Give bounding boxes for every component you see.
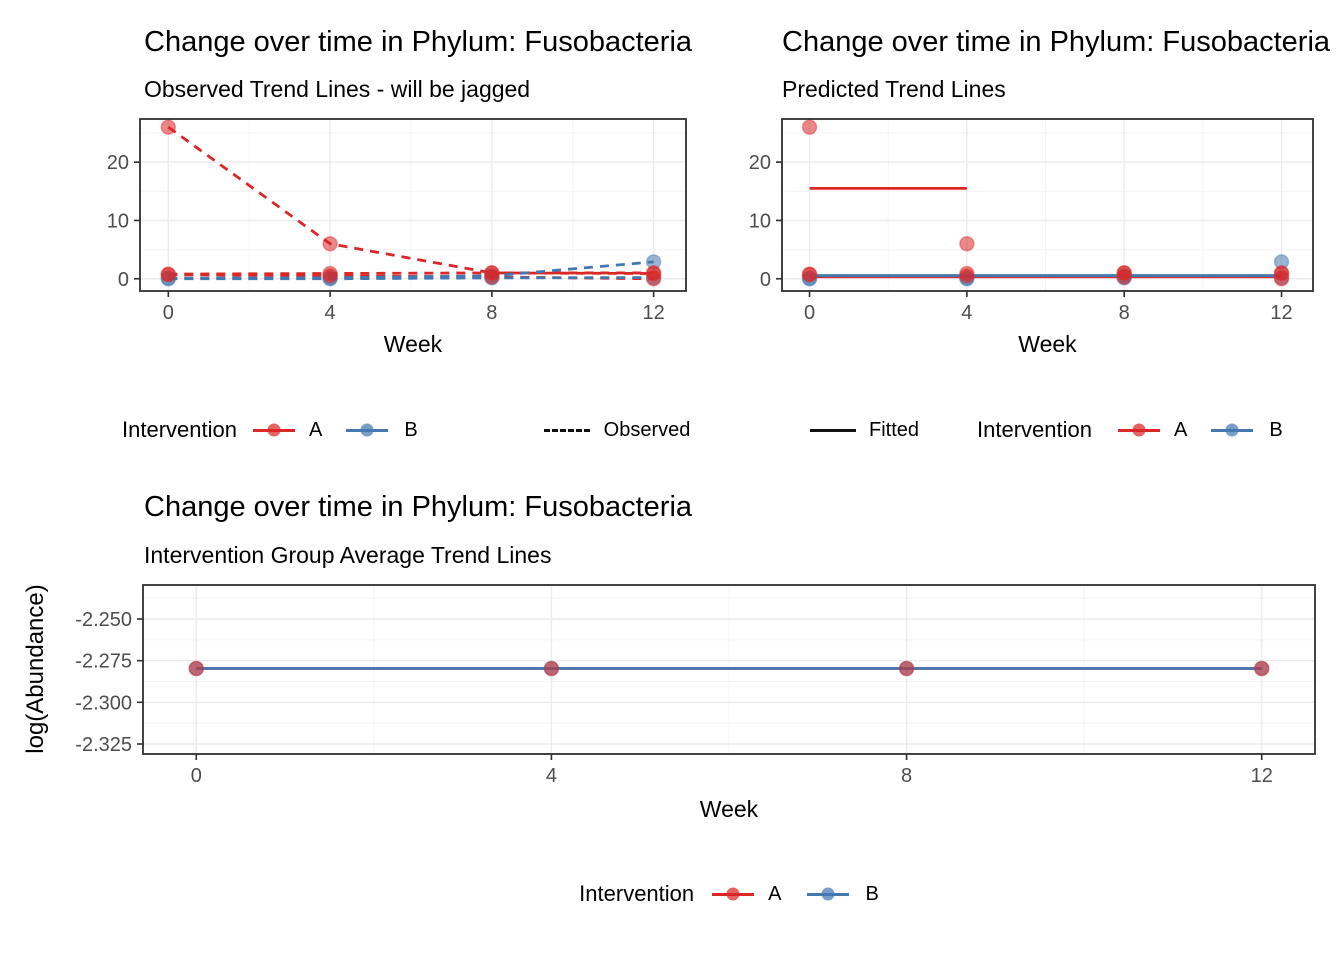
legend-title: Intervention [977, 417, 1092, 442]
legend-label-a: A [768, 882, 782, 905]
predicted-chart-legend: Fitted Intervention A B [700, 408, 1344, 452]
x-tick-label: 8 [1119, 302, 1130, 324]
legend-key-intervention-a [712, 885, 755, 903]
legend-key-intervention-a [252, 421, 295, 439]
data-point-intervention-A-average [543, 660, 560, 677]
predicted-chart-plot: 0 4 8 12 0 10 20 [749, 118, 1314, 324]
legend-label-a: A [308, 418, 323, 441]
legend-key-intervention-b [1211, 421, 1254, 439]
average-chart-plot: 0 4 8 12 -2.250 -2.275 -2.300 -2.325 [75, 584, 1316, 787]
legend-key-observed-linetype [543, 428, 590, 432]
predicted-chart-subtitle: Predicted Trend Lines [782, 76, 1006, 102]
y-tick-label: 0 [760, 269, 771, 291]
predicted-chart-x-axis-title: Week [1018, 331, 1077, 357]
data-point-observed-A-subject-1 [1116, 265, 1132, 281]
y-tick-label: 10 [749, 210, 771, 232]
x-tick-label: 12 [1251, 765, 1273, 787]
legend-key-fitted-linetype [810, 428, 856, 432]
panel-border [139, 118, 687, 292]
legend-key-intervention-a [1118, 421, 1160, 439]
panel-border [781, 118, 1314, 292]
y-tick-label: -2.275 [75, 651, 132, 673]
legend-label-fitted: Fitted [869, 418, 920, 441]
legend-dot-red [726, 887, 740, 901]
legend-key-intervention-b [346, 421, 389, 439]
legend-dot-red [267, 423, 281, 437]
x-tick-label: 0 [163, 302, 174, 324]
x-tick-label: 4 [546, 765, 557, 787]
x-tick-label: 4 [325, 302, 336, 324]
trend-line-intervention-B-subject-2 [168, 276, 654, 281]
data-point-observed-A-subject-1 [801, 119, 818, 135]
average-chart-x-axis-title: Week [699, 796, 759, 822]
data-point-intervention-A-average [188, 660, 205, 677]
data-point-intervention-A-subject-1 [322, 236, 338, 252]
legend-dot-red [1132, 423, 1146, 437]
data-point-intervention-A-subject-1 [645, 265, 662, 282]
data-point-intervention-A-subject-1 [160, 119, 177, 135]
y-tick-label: -2.300 [75, 692, 132, 714]
x-tick-label: 8 [901, 765, 912, 787]
x-tick-label: 12 [1270, 302, 1292, 324]
observed-chart-title: Change over time in Phylum: Fusobacteria [144, 26, 693, 58]
legend-label-a: A [1174, 418, 1188, 441]
x-tick-label: 0 [804, 302, 815, 324]
predicted-chart-title: Change over time in Phylum: Fusobacteria [782, 26, 1331, 58]
data-point-intervention-A-average [898, 660, 915, 677]
legend-title: Intervention [122, 417, 237, 442]
y-tick-label: 0 [118, 269, 129, 291]
data-point-observed-A-subject-1 [1273, 265, 1290, 282]
y-tick-label: -2.325 [75, 734, 132, 756]
average-chart-legend: Intervention A B [143, 872, 1315, 916]
observed-chart-subtitle: Observed Trend Lines - will be jagged [144, 76, 531, 102]
observed-chart-plot: 0 4 8 12 0 10 20 [107, 118, 687, 324]
panel-background [140, 119, 686, 291]
x-tick-label: 0 [191, 765, 202, 787]
x-tick-label: 4 [961, 302, 972, 324]
legend-key-intervention-b [807, 885, 850, 903]
legend-label-b: B [1269, 418, 1283, 441]
legend-dot-blue [1225, 423, 1239, 437]
panel-border [142, 584, 1316, 755]
data-point-observed-A-subject-2 [959, 265, 975, 282]
average-chart-subtitle: Intervention Group Average Trend Lines [144, 542, 552, 568]
legend-label-b: B [865, 882, 879, 905]
x-tick-label: 12 [643, 302, 665, 324]
observed-chart-x-axis-title: Week [383, 331, 443, 357]
data-point-observed-A-subject-1 [959, 236, 975, 252]
legend-dot-blue [821, 887, 835, 901]
y-tick-label: 10 [107, 210, 129, 232]
x-tick-label: 8 [486, 302, 497, 324]
legend-label-observed: Observed [603, 418, 691, 441]
legend-label-b: B [404, 418, 418, 441]
data-point-intervention-A-subject-2 [160, 266, 177, 282]
y-tick-label: -2.250 [75, 609, 132, 631]
legend-dot-blue [360, 423, 374, 437]
observed-chart-legend: Intervention A B Observed [0, 408, 699, 452]
y-tick-label: 20 [749, 152, 771, 174]
trend-line-intervention-A-subject-2 [168, 271, 654, 276]
y-tick-label: 20 [107, 152, 129, 174]
trend-line-intervention-A-subject-1 [167, 126, 654, 275]
legend-title: Intervention [579, 881, 695, 906]
data-point-intervention-A-average [1253, 660, 1270, 677]
panel-background [782, 119, 1313, 291]
data-point-observed-A-subject-2 [801, 266, 818, 282]
data-point-intervention-A-subject-2 [322, 265, 338, 282]
average-chart-title: Change over time in Phylum: Fusobacteria [144, 491, 693, 523]
data-point-intervention-A-subject-1 [484, 265, 500, 281]
